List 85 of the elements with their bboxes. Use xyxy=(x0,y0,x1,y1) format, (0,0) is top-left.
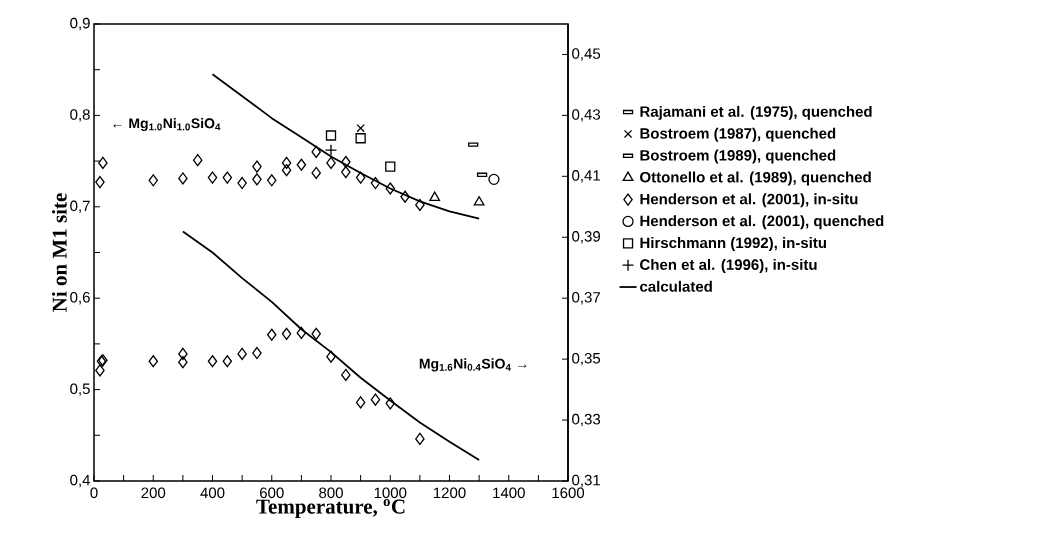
line-series xyxy=(181,230,481,461)
annotation: ← Mg$_{1.0}$Ni$_{1.0}$SiO$_{4}$ xyxy=(113,117,221,132)
point xyxy=(281,164,292,177)
point xyxy=(296,158,307,171)
y-tick-label: 0,8 xyxy=(70,109,90,122)
x-axis-title: Temperature, $^{o}$C xyxy=(256,499,405,518)
point xyxy=(488,173,500,186)
y-tick-label: 0,9 xyxy=(70,17,90,31)
point xyxy=(207,355,218,368)
point xyxy=(326,350,336,363)
point xyxy=(341,165,351,179)
point xyxy=(341,155,351,169)
legend-label: Henderson et al. (2001), in-situ xyxy=(640,193,858,208)
point xyxy=(385,397,396,410)
y-tick-label: 0,4 xyxy=(70,474,91,488)
point xyxy=(178,356,188,369)
point xyxy=(415,198,425,212)
point xyxy=(325,130,337,141)
legend-label: Chen et al. (1996), in-situ xyxy=(640,258,817,273)
legend-label: Bostroem (1989), quenched xyxy=(640,149,836,164)
y2-tick-label: 0,39 xyxy=(572,231,601,244)
y-axis-title: Ni on M1 site xyxy=(51,193,67,312)
point xyxy=(207,171,218,184)
point xyxy=(148,355,159,368)
y2-tick-label: 0,45 xyxy=(572,48,601,61)
point xyxy=(296,326,307,340)
point xyxy=(473,196,485,206)
point xyxy=(192,154,203,167)
annotation: Mg$_{1.6}$Ni$_{0.4}$SiO$_{4}$ → xyxy=(419,358,527,372)
point xyxy=(355,396,366,409)
y2-tick-label: 0,35 xyxy=(572,352,601,366)
y2-tick-label: 0,43 xyxy=(572,109,601,122)
point xyxy=(311,166,321,180)
point xyxy=(429,191,441,202)
point xyxy=(341,368,351,382)
point xyxy=(252,173,262,186)
point xyxy=(222,355,233,368)
point xyxy=(415,432,425,446)
point xyxy=(370,393,381,406)
x-tick-label: 600 xyxy=(260,487,284,499)
point xyxy=(385,182,396,195)
y2-tick-label: 0,41 xyxy=(572,170,600,183)
legend-label: calculated xyxy=(640,280,712,292)
y-tick-label: 0,7 xyxy=(70,200,90,213)
legend-label: Henderson et al. (2001), quenched xyxy=(640,215,884,230)
point xyxy=(98,156,108,170)
x-tick-label: 1000 xyxy=(374,487,407,499)
point xyxy=(266,174,277,187)
x-tick-label: 200 xyxy=(141,487,166,499)
point xyxy=(237,176,247,190)
point xyxy=(281,327,292,340)
point xyxy=(370,176,381,190)
point xyxy=(222,171,233,184)
legend-label: Rajamani et al. (1975), quenched xyxy=(640,105,872,120)
y2-tick-label: 0,31 xyxy=(572,474,600,488)
x-tick-label: 400 xyxy=(200,487,225,499)
y2-tick-label: 0,37 xyxy=(572,291,600,305)
point xyxy=(266,328,277,341)
point xyxy=(355,133,366,144)
point xyxy=(400,190,410,203)
x-tick-label: 1600 xyxy=(552,487,585,499)
point xyxy=(385,161,396,172)
point xyxy=(95,364,105,377)
x-tick-label: 1200 xyxy=(433,487,466,499)
legend-label: Hirschmann (1992), in-situ xyxy=(640,237,827,252)
y-tick-label: 0,6 xyxy=(70,291,90,305)
point xyxy=(148,174,159,187)
y-tick-label: 0,5 xyxy=(70,383,90,396)
x-tick-label: 800 xyxy=(319,487,343,499)
point xyxy=(356,124,365,133)
point xyxy=(95,175,105,189)
point xyxy=(355,171,366,184)
y2-tick-label: 0,33 xyxy=(572,413,601,427)
point xyxy=(237,347,247,361)
x-tick-label: 0 xyxy=(90,487,98,499)
point xyxy=(311,145,321,159)
x-tick-label: 1400 xyxy=(493,487,525,499)
point xyxy=(252,346,262,360)
legend-label: Ottonello et al. (1989), quenched xyxy=(640,171,871,186)
point xyxy=(178,172,188,185)
legend-label: Bostroem (1987), quenched xyxy=(640,127,836,142)
point xyxy=(252,160,262,173)
point xyxy=(178,347,188,361)
point xyxy=(281,156,292,170)
point xyxy=(311,327,321,340)
